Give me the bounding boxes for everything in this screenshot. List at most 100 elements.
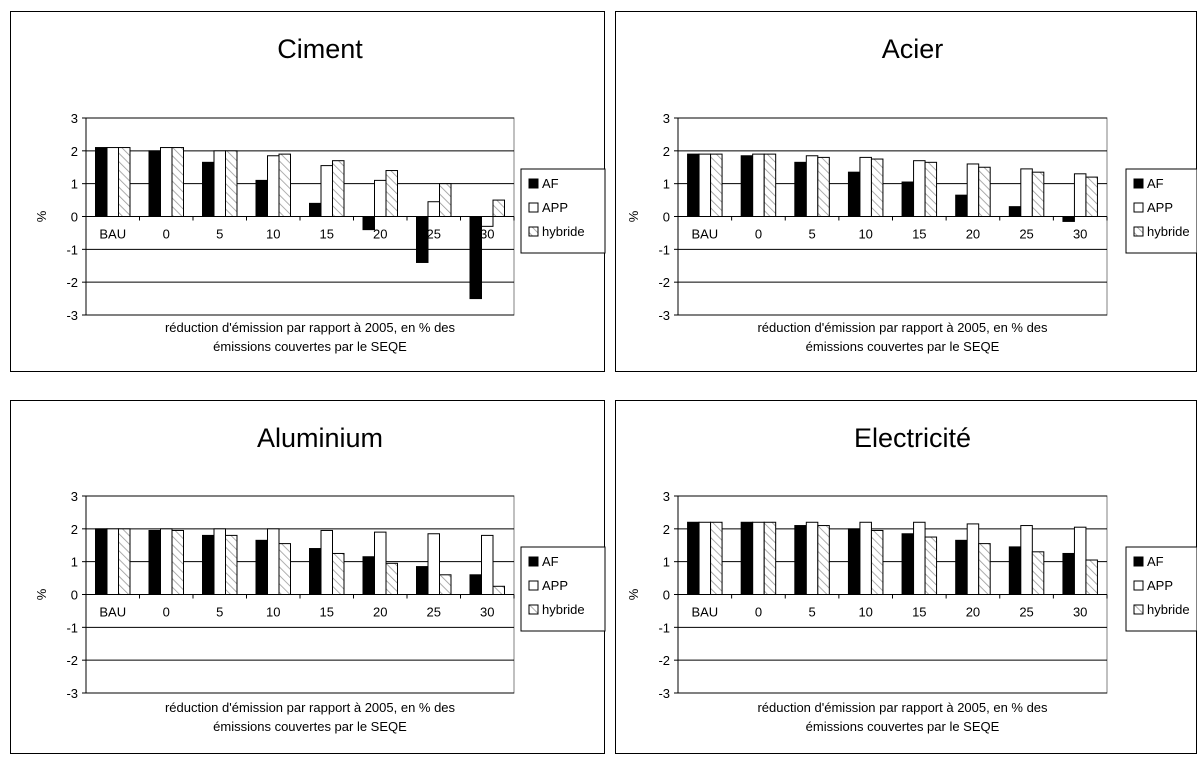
category-label: BAU <box>691 605 718 620</box>
bar-app <box>213 150 226 217</box>
chart-panel-ciment: Ciment 3 2 1 0 -1 -2 -3% BAU 0 5 10 15 20 25 30 réductio… <box>10 11 606 372</box>
bar-hybride <box>278 153 291 218</box>
bar-app <box>160 147 173 217</box>
legend-swatch <box>1133 604 1144 615</box>
legend-label: hybride <box>542 224 585 239</box>
legend-label: APP <box>542 578 568 593</box>
bar-hybride <box>870 529 884 596</box>
bar-af <box>95 528 108 595</box>
x-axis-label: réduction d'émission par rapport à 2005,… <box>757 700 1048 715</box>
category-label: BAU <box>99 227 126 242</box>
bar-hybride <box>763 521 777 595</box>
y-tick-label: -2 <box>658 653 670 668</box>
bar-hybride <box>924 536 938 596</box>
bar-af <box>901 181 915 217</box>
bar-app <box>320 529 333 596</box>
legend-label: APP <box>1147 200 1173 215</box>
y-tick-label: 2 <box>663 144 670 159</box>
legend-swatch <box>528 226 539 237</box>
bar-hybride <box>492 585 505 596</box>
y-axis-label: % <box>34 210 49 222</box>
bar-af <box>901 533 915 595</box>
bar-hybride <box>332 552 345 595</box>
bar-app <box>698 521 712 595</box>
bar-hybride <box>225 534 238 595</box>
bar-app <box>267 155 280 217</box>
bar-app <box>106 147 119 217</box>
category-label: 5 <box>216 227 223 242</box>
y-tick-label: -2 <box>658 275 670 290</box>
chart-panel-acier: Acier 3 2 1 0 -1 -2 -3% BAU 0 5 10 15 20 25 30 réduction… <box>615 11 1197 372</box>
bar-af <box>148 529 161 596</box>
y-tick-label: 3 <box>71 111 78 126</box>
bar-app <box>859 156 872 217</box>
bar-af <box>309 548 322 596</box>
category-label: 15 <box>912 227 926 242</box>
category-label: 10 <box>266 227 280 242</box>
bar-hybride <box>385 170 398 218</box>
bar-af <box>687 521 700 595</box>
bar-af <box>1062 216 1075 222</box>
y-tick-label: 3 <box>71 489 78 504</box>
category-label: BAU <box>691 227 718 242</box>
y-tick-label: 0 <box>71 210 78 225</box>
category-label: 20 <box>373 605 387 620</box>
bar-app <box>481 534 494 595</box>
legend-label: AF <box>1147 176 1164 191</box>
bar-af <box>740 155 754 217</box>
bar-hybride <box>1031 171 1045 218</box>
y-tick-label: 0 <box>663 210 670 225</box>
category-label: 30 <box>1073 227 1087 242</box>
y-tick-label: 2 <box>71 144 78 159</box>
bar-hybride <box>492 199 505 217</box>
y-tick-label: 1 <box>663 555 670 570</box>
chart-panel-aluminium: Aluminium 3 2 1 0 -1 -2 -3% BAU 0 5 10 15 20 25 30 réduc… <box>10 400 606 754</box>
category-label: 10 <box>266 605 280 620</box>
legend-swatch <box>1133 556 1144 567</box>
bar-af <box>740 521 754 595</box>
chart-title: Electricité <box>854 423 971 453</box>
category-label: 30 <box>480 227 494 242</box>
legend-label: AF <box>542 176 559 191</box>
y-tick-label: 1 <box>663 177 670 192</box>
bar-af <box>847 528 861 595</box>
bar-app <box>752 153 765 218</box>
bar-app <box>160 528 173 595</box>
category-label: 15 <box>912 605 926 620</box>
category-label: 5 <box>808 605 815 620</box>
x-axis-label: émissions couvertes par le SEQE <box>213 339 407 354</box>
y-tick-label: -2 <box>66 653 78 668</box>
y-tick-label: 1 <box>71 177 78 192</box>
bar-hybride <box>870 158 884 218</box>
bar-af <box>148 150 161 217</box>
y-tick-label: 0 <box>71 588 78 603</box>
category-label: 30 <box>480 605 494 620</box>
category-label: 20 <box>966 227 980 242</box>
bar-hybride <box>924 161 938 217</box>
bar-hybride <box>817 156 830 217</box>
category-label: 20 <box>966 605 980 620</box>
bar-hybride <box>225 150 238 217</box>
y-tick-label: 3 <box>663 489 670 504</box>
bar-af <box>1008 206 1022 217</box>
bar-af <box>955 539 968 595</box>
bar-app <box>805 521 819 595</box>
bar-hybride <box>385 562 398 595</box>
legend-swatch <box>1133 178 1144 189</box>
chart-title: Acier <box>882 34 944 64</box>
bar-app <box>374 531 387 596</box>
category-label: BAU <box>99 605 126 620</box>
y-tick-label: -1 <box>66 620 78 635</box>
legend-swatch <box>528 580 539 591</box>
y-tick-label: -3 <box>66 308 78 323</box>
bar-app <box>1020 525 1033 595</box>
y-tick-label: 3 <box>663 111 670 126</box>
legend-swatch <box>528 202 539 213</box>
y-tick-label: -3 <box>66 686 78 701</box>
bar-hybride <box>978 543 991 596</box>
bar-app <box>1073 526 1087 595</box>
chart-title: Aluminium <box>257 423 383 453</box>
bar-hybride <box>763 153 777 218</box>
